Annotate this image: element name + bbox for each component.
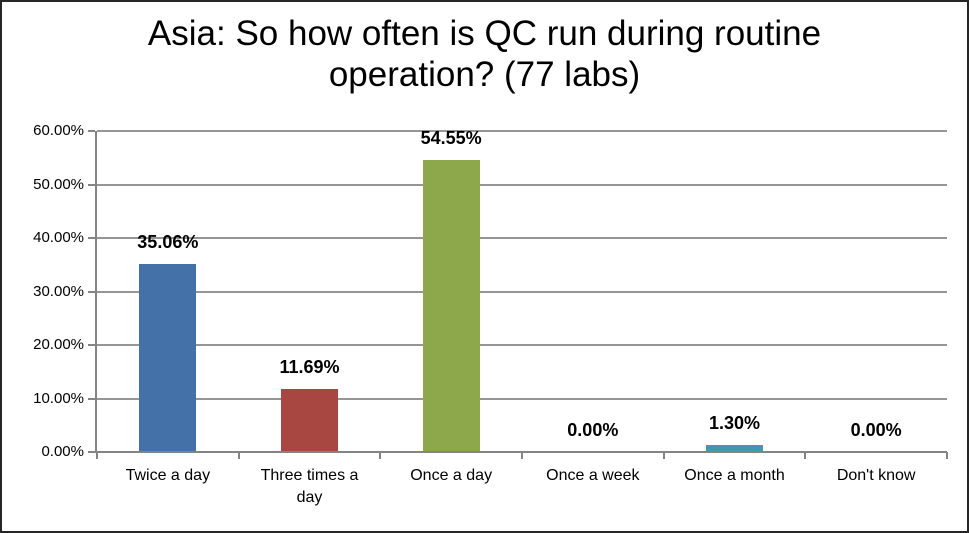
data-label-once-a-week: 0.00%: [567, 420, 619, 440]
y-axis-tick: [88, 290, 95, 293]
data-label-don-t-know: 0.00%: [850, 420, 902, 440]
y-axis-label: 60.00%: [33, 122, 84, 139]
y-axis-tick: [88, 237, 95, 239]
y-axis-label: 40.00%: [33, 229, 84, 246]
y-axis-tick: [88, 451, 95, 453]
y-axis-label: 30.00%: [33, 282, 84, 300]
x-axis-tick: [804, 452, 807, 459]
bar-twice-a-day: [139, 264, 197, 452]
x-axis-label-don-t-know: Don't know: [836, 467, 916, 484]
x-axis-label-once-a-day: Once a day: [410, 467, 493, 484]
y-axis-tick: [88, 130, 95, 132]
x-axis-tick: [96, 452, 98, 459]
gridline: [97, 397, 947, 400]
data-label-once-a-month: 1.30%: [708, 413, 761, 434]
y-axis-label: 0.00%: [41, 443, 84, 460]
x-axis-label-twice-a-day: Twice a day: [125, 467, 211, 484]
data-label-once-a-day: 54.55%: [420, 128, 482, 149]
gridline: [97, 290, 947, 293]
y-axis-label: 20.00%: [33, 336, 84, 353]
x-axis-label-three-times-a-day: Three times a day: [260, 467, 359, 507]
y-axis-tick: [88, 183, 95, 186]
data-label-three-times-a-day: 11.69%: [279, 357, 340, 378]
y-axis-label: 10.00%: [33, 389, 84, 407]
gridline: [97, 237, 947, 239]
x-axis-tick: [237, 452, 240, 459]
y-axis-label: 50.00%: [33, 175, 84, 193]
y-axis-line: [95, 131, 97, 452]
gridline: [97, 130, 947, 132]
bar-once-a-day: [422, 160, 480, 452]
data-label-twice-a-day: 35.06%: [137, 232, 199, 253]
bar-once-a-month: [706, 445, 763, 452]
gridline: [97, 344, 947, 346]
bar-three-times-a-day: [281, 389, 338, 452]
x-axis-tick: [946, 452, 948, 459]
gridline: [97, 183, 947, 186]
x-axis-label-once-a-week: Once a week: [546, 467, 640, 484]
y-axis-tick: [88, 344, 95, 346]
x-axis-tick: [662, 452, 665, 459]
x-axis-label-once-a-month: Once a month: [684, 467, 785, 484]
x-axis-tick: [521, 452, 523, 459]
chart-title: Asia: So how often is QC run during rout…: [147, 14, 822, 95]
y-axis-tick: [88, 397, 95, 400]
x-axis-tick: [379, 452, 382, 459]
